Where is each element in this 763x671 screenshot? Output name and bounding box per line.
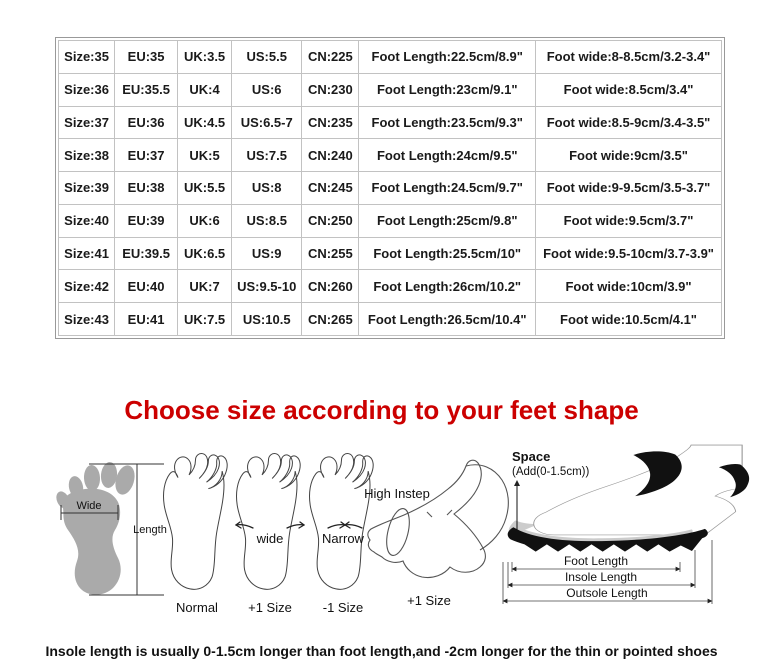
svg-text:Space: Space bbox=[512, 449, 550, 464]
svg-text:Foot Length: Foot Length bbox=[564, 554, 628, 568]
svg-text:Narrow: Narrow bbox=[322, 531, 365, 546]
svg-text:+1 Size: +1 Size bbox=[407, 593, 451, 608]
svg-text:Normal: Normal bbox=[176, 600, 218, 615]
svg-text:(Add(0-1.5cm)): (Add(0-1.5cm)) bbox=[512, 466, 589, 478]
svg-text:Wide: Wide bbox=[76, 500, 101, 512]
svg-text:Outsole Length: Outsole Length bbox=[566, 586, 647, 600]
svg-text:wide: wide bbox=[256, 531, 284, 546]
svg-text:High Instep: High Instep bbox=[364, 486, 430, 501]
svg-text:Insole Length: Insole Length bbox=[565, 570, 637, 584]
svg-text:-1 Size: -1 Size bbox=[323, 600, 363, 615]
svg-text:Length: Length bbox=[133, 524, 167, 536]
svg-text:+1 Size: +1 Size bbox=[248, 600, 292, 615]
